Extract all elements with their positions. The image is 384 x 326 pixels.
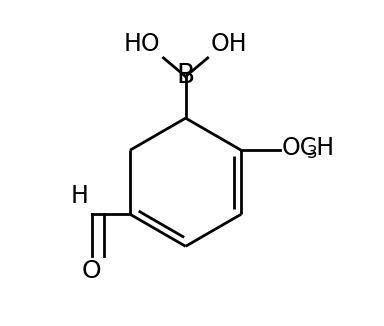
Text: 3: 3 xyxy=(307,144,318,162)
Text: O: O xyxy=(82,259,101,283)
Text: OH: OH xyxy=(211,32,248,56)
Text: H: H xyxy=(71,184,88,208)
Text: OCH: OCH xyxy=(281,136,334,160)
Text: B: B xyxy=(177,64,195,89)
Text: HO: HO xyxy=(124,32,160,56)
